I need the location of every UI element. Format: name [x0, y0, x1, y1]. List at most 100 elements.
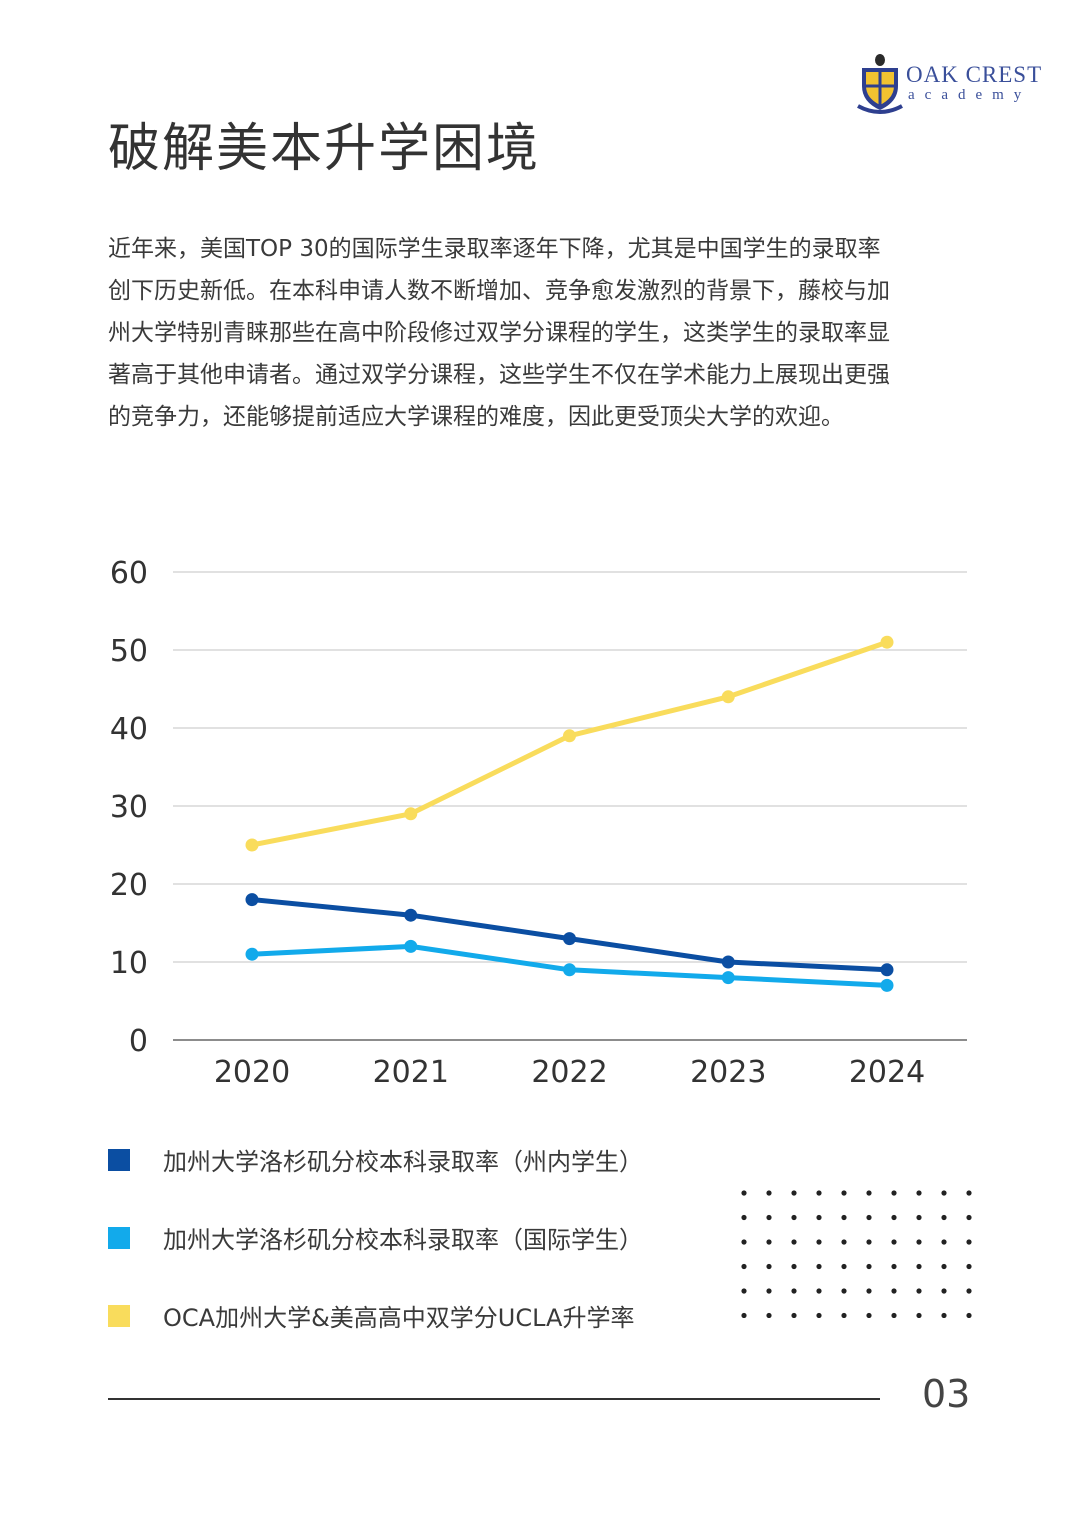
legend-item-oca-rate: OCA加州大学&美高高中双学分UCLA升学率 [108, 1296, 728, 1336]
decorative-dot [916, 1239, 922, 1245]
decorative-dot [866, 1288, 872, 1294]
decorative-dot [766, 1190, 772, 1196]
decorative-dot [966, 1263, 972, 1270]
decorative-dot [791, 1263, 797, 1270]
decorative-dot [816, 1214, 822, 1221]
decorative-dot [841, 1312, 847, 1318]
data-point [404, 807, 418, 821]
logo-name: OAK CREST [906, 62, 1043, 87]
data-point [245, 838, 259, 852]
y-tick-label: 10 [110, 946, 148, 981]
y-tick-label: 50 [110, 634, 148, 669]
decorative-dot [791, 1239, 797, 1245]
data-point [563, 963, 576, 977]
decorative-dot [816, 1288, 822, 1294]
decorative-dot [741, 1239, 747, 1245]
y-tick-label: 0 [129, 1024, 148, 1059]
decorative-dot [816, 1239, 822, 1245]
decorative-dot [941, 1190, 947, 1196]
decorative-dot [916, 1190, 922, 1196]
decorative-dot [841, 1239, 847, 1245]
decorative-dot [966, 1190, 972, 1196]
decorative-dot [841, 1190, 847, 1196]
decorative-dot [816, 1312, 822, 1318]
legend-swatch [108, 1227, 130, 1249]
y-tick-label: 40 [110, 712, 148, 747]
decorative-dot [891, 1214, 897, 1221]
decorative-dot [866, 1263, 872, 1270]
decorative-dot [916, 1263, 922, 1270]
decorative-dot [916, 1312, 922, 1318]
logo-subtitle: academy [908, 87, 1032, 103]
decorative-dot [766, 1263, 772, 1270]
decorative-dot [741, 1263, 747, 1270]
decorative-dot [966, 1214, 972, 1221]
decorative-dot [816, 1263, 822, 1270]
legend-label: 加州大学洛杉矶分校本科录取率（国际学生） [163, 1226, 643, 1254]
decorative-dot [891, 1312, 897, 1318]
crest-shield-icon [857, 54, 903, 114]
decorative-dot-grid [741, 1190, 972, 1318]
decorative-dot [741, 1312, 747, 1318]
decorative-dot [916, 1214, 922, 1221]
data-point [721, 971, 735, 985]
y-tick-label: 60 [110, 556, 148, 591]
decorative-dot [966, 1239, 972, 1245]
legend-swatch [108, 1305, 130, 1327]
y-tick-label: 30 [110, 790, 148, 825]
x-axis-ticks: 2020 2021 2022 2023 2024 [214, 1055, 925, 1090]
decorative-dot [766, 1288, 772, 1294]
intro-paragraph: 近年来，美国TOP 30的国际学生录取率逐年下降，尤其是中国学生的录取率创下历史… [108, 236, 890, 430]
x-tick-label: 2023 [690, 1055, 766, 1090]
decorative-dot [891, 1190, 897, 1196]
decorative-dot [791, 1312, 797, 1318]
decorative-dot [941, 1288, 947, 1294]
decorative-dot [866, 1239, 872, 1245]
decorative-dot [966, 1312, 972, 1318]
decorative-dot [941, 1214, 947, 1221]
decorative-dot [791, 1190, 797, 1196]
decorative-dot [891, 1288, 897, 1294]
page-number: 03 [922, 1372, 971, 1416]
data-point [721, 690, 735, 704]
decorative-dot [866, 1190, 872, 1196]
data-point [404, 939, 418, 953]
decorative-dot [766, 1214, 772, 1221]
decorative-dot [766, 1312, 772, 1318]
x-tick-label: 2024 [849, 1055, 925, 1090]
decorative-dot [791, 1214, 797, 1221]
decorative-dot [741, 1190, 747, 1196]
data-point [880, 963, 894, 977]
legend-label: OCA加州大学&美高高中双学分UCLA升学率 [163, 1304, 635, 1332]
x-tick-label: 2021 [373, 1055, 449, 1090]
decorative-dot [941, 1239, 947, 1245]
decorative-dot [941, 1312, 947, 1318]
y-axis-ticks: 0 10 20 30 40 50 60 [110, 556, 148, 1059]
line-chart: 0 10 20 30 40 50 60 2020 2021 2022 2023 2024 [110, 556, 967, 1090]
data-point [404, 908, 418, 922]
x-tick-label: 2020 [214, 1055, 290, 1090]
legend-item-international-students: 加州大学洛杉矶分校本科录取率（国际学生） [108, 1218, 728, 1258]
decorative-dot [916, 1288, 922, 1294]
decorative-dot [866, 1312, 872, 1318]
legend-swatch [108, 1149, 130, 1171]
data-point [880, 635, 894, 649]
data-point [563, 729, 576, 743]
decorative-dot [891, 1239, 897, 1245]
legend-item-state-students: 加州大学洛杉矶分校本科录取率（州内学生） [108, 1140, 728, 1180]
data-point [245, 893, 259, 907]
oak-crest-logo: OAK CREST academy [856, 52, 1046, 116]
decorative-dot [791, 1288, 797, 1294]
chart-grid [173, 571, 967, 1041]
data-point [563, 932, 576, 946]
footer-divider [108, 1398, 880, 1400]
data-point [721, 955, 735, 969]
x-tick-label: 2022 [531, 1055, 607, 1090]
data-point [880, 978, 894, 992]
decorative-dot [966, 1288, 972, 1294]
decorative-dot [766, 1239, 772, 1245]
decorative-dot [841, 1214, 847, 1221]
series-line-2 [249, 639, 890, 848]
decorative-dot [816, 1190, 822, 1196]
decorative-dot [741, 1214, 747, 1221]
